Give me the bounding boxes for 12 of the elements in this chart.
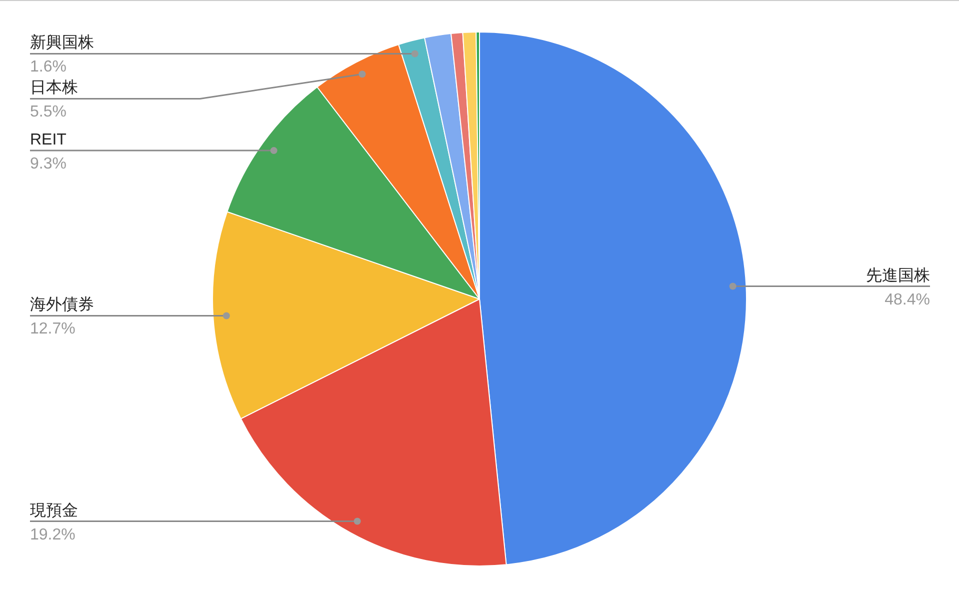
data-label: 48.4% — [884, 291, 930, 308]
slice-label: 新興国株 — [30, 34, 94, 52]
slice-label: REIT — [30, 132, 67, 149]
data-label: 1.6% — [30, 58, 66, 76]
data-label: 12.7% — [30, 320, 76, 338]
slice-label: 海外債券 — [30, 296, 94, 314]
data-label: 9.3% — [30, 156, 66, 173]
data-label: 5.5% — [30, 104, 66, 121]
slice-label: 現預金 — [30, 502, 78, 520]
slice-label: 日本株 — [30, 78, 78, 97]
slice-label: 先進国株 — [866, 266, 930, 284]
data-label: 19.2% — [30, 526, 76, 544]
